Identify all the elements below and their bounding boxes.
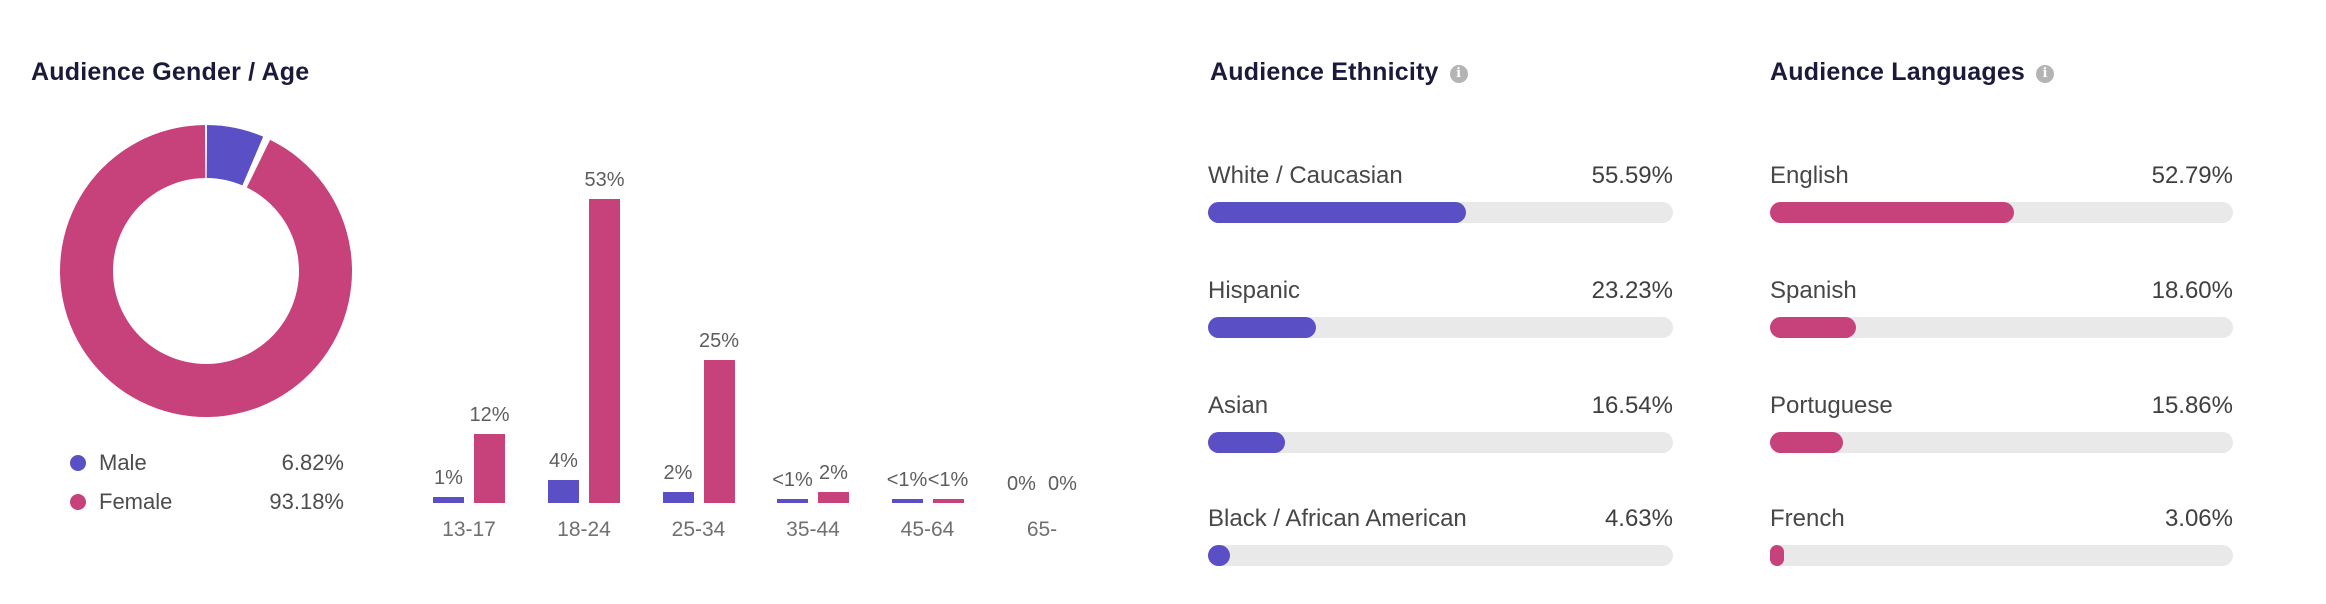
age-bar-value-label: <1% xyxy=(927,469,969,491)
info-icon[interactable]: i xyxy=(1449,64,1468,83)
ethnicity-label: White / Caucasian xyxy=(1208,162,1403,189)
language-row-text: Spanish 18.60% xyxy=(1770,277,2233,307)
language-row-text: Portuguese 15.86% xyxy=(1770,392,2233,422)
ethnicity-fill xyxy=(1208,432,1285,453)
language-track xyxy=(1770,432,2233,453)
age-bar-female-35-44 xyxy=(818,491,849,503)
donut-segment-female xyxy=(60,125,353,417)
ethnicity-row: White / Caucasian 55.59% xyxy=(1208,162,1673,223)
ethnicity-value: 23.23% xyxy=(1591,277,1673,304)
ethnicity-row-text: Black / African American 4.63% xyxy=(1208,505,1673,535)
language-label: Portuguese xyxy=(1770,392,1893,419)
age-bar-value-label: 4% xyxy=(549,450,578,473)
legend-value: 6.82% xyxy=(281,449,344,475)
age-bar-value-label: 1% xyxy=(434,467,463,490)
ethnicity-track xyxy=(1208,545,1673,566)
ethnicity-title-text: Audience Ethnicity xyxy=(1210,58,1439,86)
ethnicity-track xyxy=(1208,202,1673,223)
age-bar-value-label: 0% xyxy=(1007,473,1036,495)
ethnicity-label: Asian xyxy=(1208,392,1269,419)
age-bar-value-label: 2% xyxy=(819,461,848,484)
language-track xyxy=(1770,202,2233,223)
language-track xyxy=(1770,545,2233,566)
legend-value: 93.18% xyxy=(269,488,344,514)
language-label: Spanish xyxy=(1770,277,1857,304)
language-row: Spanish 18.60% xyxy=(1770,277,2233,338)
ethnicity-title: Audience Ethnicity i xyxy=(1210,58,1468,87)
ethnicity-value: 4.63% xyxy=(1604,505,1673,532)
language-label: French xyxy=(1770,505,1845,532)
language-value: 3.06% xyxy=(2164,505,2233,532)
age-bar-female-13-17 xyxy=(474,434,505,503)
language-fill xyxy=(1770,432,1844,453)
language-fill xyxy=(1770,202,2015,223)
language-row-text: French 3.06% xyxy=(1770,505,2233,535)
age-axis-label: 65- xyxy=(1026,518,1058,541)
legend-label: Female xyxy=(99,488,173,514)
languages-title: Audience Languages i xyxy=(1770,58,2055,87)
age-bar-male-45-64 xyxy=(891,499,923,503)
age-bar-male-35-44 xyxy=(777,499,808,503)
ethnicity-track xyxy=(1208,317,1673,338)
age-bar-value-label: 53% xyxy=(584,169,625,192)
age-bar-male-25-34 xyxy=(662,491,694,503)
donut-svg xyxy=(60,125,353,417)
age-bar-male-13-17 xyxy=(433,497,464,503)
ethnicity-row: Asian 16.54% xyxy=(1208,392,1673,453)
language-row: Portuguese 15.86% xyxy=(1770,392,2233,453)
ethnicity-value: 16.54% xyxy=(1591,392,1673,419)
age-axis-label: 45-64 xyxy=(900,518,955,541)
language-row: English 52.79% xyxy=(1770,162,2233,223)
ethnicity-row-text: Hispanic 23.23% xyxy=(1208,277,1673,307)
info-icon[interactable]: i xyxy=(2036,64,2055,83)
legend-dot-icon xyxy=(70,454,86,471)
age-bar-value-label: <1% xyxy=(772,469,813,491)
age-axis-label: 18-24 xyxy=(557,518,611,541)
language-row: French 3.06% xyxy=(1770,505,2233,566)
ethnicity-row: Hispanic 23.23% xyxy=(1208,277,1673,338)
language-label: English xyxy=(1770,162,1849,189)
age-bar-male-18-24 xyxy=(548,480,579,503)
legend-label: Male xyxy=(99,449,147,475)
age-bar-value-label: 0% xyxy=(1048,473,1077,495)
ethnicity-fill xyxy=(1208,545,1230,566)
ethnicity-row: Black / African American 4.63% xyxy=(1208,505,1673,566)
age-bar-value-label: <1% xyxy=(886,469,928,491)
legend-dot-icon xyxy=(70,493,86,510)
ethnicity-fill xyxy=(1208,202,1467,223)
gender-legend: Male 6.82% Female 93.18% xyxy=(70,443,344,521)
language-row-text: English 52.79% xyxy=(1770,162,2233,192)
ethnicity-track xyxy=(1208,432,1673,453)
ethnicity-fill xyxy=(1208,317,1317,338)
gender-age-title-text: Audience Gender / Age xyxy=(31,58,310,86)
language-value: 15.86% xyxy=(2151,392,2233,419)
age-bar-female-18-24 xyxy=(589,199,620,503)
gender-age-title: Audience Gender / Age xyxy=(31,58,309,87)
legend-item-female[interactable]: Female 93.18% xyxy=(70,482,344,521)
ethnicity-label: Black / African American xyxy=(1208,505,1467,532)
ethnicity-row-text: Asian 16.54% xyxy=(1208,392,1673,422)
age-axis-label: 13-17 xyxy=(442,518,496,541)
age-axis-label: 35-44 xyxy=(786,518,840,541)
language-fill xyxy=(1770,545,1785,566)
legend-item-male[interactable]: Male 6.82% xyxy=(70,443,344,482)
age-bar-value-label: 2% xyxy=(663,461,693,484)
language-track xyxy=(1770,317,2233,338)
age-axis-label: 25-34 xyxy=(671,518,726,541)
age-bar-female-25-34 xyxy=(703,359,735,503)
gender-donut-chart xyxy=(60,125,353,417)
language-value: 18.60% xyxy=(2151,277,2233,304)
ethnicity-label: Hispanic xyxy=(1208,277,1301,304)
language-value: 52.79% xyxy=(2151,162,2233,189)
language-fill xyxy=(1770,317,1857,338)
age-bar-female-45-64 xyxy=(932,499,964,503)
languages-title-text: Audience Languages xyxy=(1770,58,2026,86)
donut-segment-male xyxy=(206,125,264,186)
age-bar-value-label: 12% xyxy=(469,404,510,427)
ethnicity-value: 55.59% xyxy=(1591,162,1673,189)
ethnicity-row-text: White / Caucasian 55.59% xyxy=(1208,162,1673,192)
age-bar-value-label: 25% xyxy=(698,329,740,352)
